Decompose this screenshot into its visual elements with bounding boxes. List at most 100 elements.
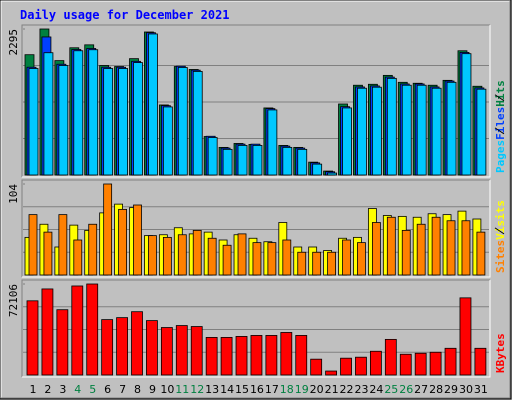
- bar: [118, 208, 127, 276]
- bar: [386, 77, 397, 176]
- legend-separator: [494, 127, 505, 135]
- legend-entry: Files: [494, 107, 507, 140]
- bar: [86, 283, 99, 376]
- x-tick-label: 31: [474, 383, 488, 396]
- x-tick-label: 29: [444, 383, 458, 396]
- bar: [252, 242, 262, 276]
- x-tick-label: 27: [414, 383, 428, 396]
- bevel: [21, 179, 490, 277]
- bar: [327, 172, 338, 176]
- bar: [459, 297, 472, 376]
- bevel: [21, 279, 490, 377]
- bar: [148, 235, 157, 276]
- bar: [43, 52, 54, 176]
- x-tick-label: 8: [134, 383, 141, 396]
- bevel: [22, 180, 491, 278]
- bar: [342, 107, 352, 176]
- bar: [399, 353, 412, 376]
- bar: [297, 148, 308, 176]
- bar: [371, 86, 382, 176]
- bar: [133, 204, 142, 276]
- bar: [371, 222, 381, 276]
- bar: [146, 320, 158, 376]
- bar: [175, 325, 188, 376]
- x-tick-label: 21: [325, 383, 339, 396]
- bar: [237, 233, 247, 276]
- bar: [222, 148, 233, 176]
- bar: [327, 251, 337, 276]
- bar: [162, 236, 172, 276]
- bar: [237, 145, 248, 176]
- x-tick-label: 22: [340, 383, 354, 396]
- bar: [429, 351, 442, 376]
- bar: [160, 327, 173, 376]
- bar: [431, 216, 441, 276]
- legend-entry: KBytes: [494, 333, 507, 373]
- bar: [446, 81, 457, 176]
- bar: [416, 84, 427, 176]
- bar: [58, 65, 69, 176]
- bar: [26, 300, 39, 376]
- x-tick-label: 7: [119, 383, 126, 396]
- legend: KBytes: [494, 333, 507, 373]
- bar: [267, 242, 277, 276]
- bar: [446, 220, 456, 276]
- legend-separator: [494, 94, 505, 102]
- y-tick-label: 72106: [7, 284, 20, 317]
- bar: [192, 229, 202, 276]
- bevel: [21, 24, 490, 177]
- bar: [103, 68, 114, 176]
- x-tick-label: 20: [310, 383, 324, 396]
- bar: [28, 68, 39, 176]
- x-tick-label: 18: [280, 383, 294, 396]
- bar: [220, 337, 233, 376]
- x-tick-label: 9: [149, 383, 156, 396]
- bar: [369, 350, 382, 376]
- bar: [444, 347, 457, 376]
- legend-entry: Hits: [494, 80, 507, 107]
- x-tick-label: 11: [175, 383, 189, 396]
- bar: [222, 244, 232, 276]
- bar: [386, 216, 396, 276]
- bar: [476, 231, 486, 276]
- bar: [207, 137, 218, 176]
- bar: [401, 84, 412, 176]
- bar: [56, 309, 69, 376]
- bar: [73, 50, 84, 176]
- bar: [476, 88, 487, 176]
- legend-entry: Visits: [494, 200, 507, 240]
- bar: [312, 251, 322, 276]
- bar: [414, 352, 427, 376]
- bar: [267, 109, 278, 176]
- bar: [357, 242, 366, 276]
- x-tick-label: 30: [459, 383, 473, 396]
- x-tick-label: 2: [44, 383, 51, 396]
- bar: [431, 87, 442, 176]
- bar: [340, 357, 352, 376]
- bar: [88, 223, 98, 276]
- legend-entry: Sites: [494, 240, 507, 273]
- legend-entry: Pages: [494, 140, 507, 173]
- x-tick-label: 4: [74, 383, 81, 396]
- bar: [310, 358, 323, 376]
- y-tick-label: 104: [7, 184, 20, 204]
- bar: [280, 332, 293, 376]
- bar: [133, 62, 143, 176]
- bar: [235, 336, 248, 376]
- x-tick-label: 6: [104, 383, 111, 396]
- x-tick-label: 10: [160, 383, 174, 396]
- bar: [357, 87, 367, 176]
- bar: [384, 338, 397, 376]
- bar: [58, 214, 68, 276]
- bar: [192, 71, 203, 176]
- bar: [474, 347, 487, 376]
- x-tick-label: 15: [235, 383, 249, 396]
- bar: [342, 239, 351, 276]
- x-tick-label: 3: [59, 383, 66, 396]
- bar: [162, 106, 173, 176]
- x-tick-label: 28: [429, 383, 443, 396]
- legend: SitesVisits: [494, 200, 507, 273]
